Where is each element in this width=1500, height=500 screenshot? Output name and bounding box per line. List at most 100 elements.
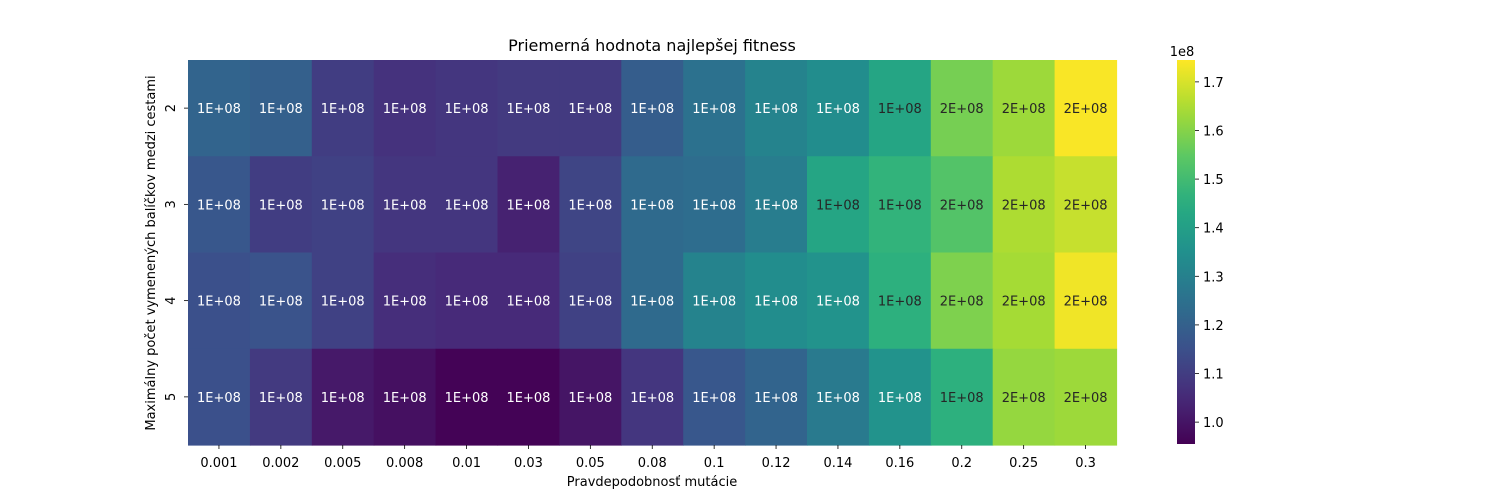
heatmap-cell xyxy=(868,60,932,157)
heatmap-cell xyxy=(621,348,684,446)
cell-value-label: 1E+08 xyxy=(445,295,489,310)
cell-value-label: 1E+08 xyxy=(630,198,674,213)
heatmap-cell xyxy=(373,348,437,446)
x-tick-label: 0.01 xyxy=(452,456,481,471)
heatmap-cell xyxy=(373,60,437,157)
cell-value-label: 1E+08 xyxy=(259,102,303,117)
cell-value-label: 1E+08 xyxy=(568,391,612,406)
heatmap-cell xyxy=(930,252,994,350)
cell-value-label: 1E+08 xyxy=(383,102,427,117)
heatmap-cell xyxy=(1054,60,1118,157)
heatmap-cell xyxy=(745,60,808,157)
cell-value-label: 1E+08 xyxy=(506,295,550,310)
heatmap-cell xyxy=(683,156,746,254)
heatmap-cell xyxy=(559,252,622,350)
heatmap-cell xyxy=(683,348,746,446)
cell-value-label: 1E+08 xyxy=(383,198,427,213)
heatmap-cell xyxy=(621,252,684,350)
heatmap-cell xyxy=(992,252,1056,350)
cell-value-label: 1E+08 xyxy=(692,102,736,117)
cell-value-label: 2E+08 xyxy=(1002,391,1046,406)
cell-value-label: 1E+08 xyxy=(197,198,241,213)
x-tick-label: 0.25 xyxy=(1009,456,1038,471)
cell-value-label: 2E+08 xyxy=(1064,391,1108,406)
colorbar-tick-label: 1.0 xyxy=(1203,416,1224,431)
x-tick-label: 0.002 xyxy=(262,456,299,471)
heatmap-cell xyxy=(435,156,499,254)
heatmap-cell xyxy=(497,156,560,254)
heatmap-cell xyxy=(930,60,994,157)
y-tick-label: 3 xyxy=(164,200,179,208)
cell-value-label: 1E+08 xyxy=(816,102,860,117)
cell-value-label: 2E+08 xyxy=(1064,295,1108,310)
heatmap-cell xyxy=(745,252,808,350)
heatmap-cell xyxy=(807,252,870,350)
cell-value-label: 1E+08 xyxy=(445,102,489,117)
x-tick-label: 0.03 xyxy=(514,456,543,471)
cell-value-label: 2E+08 xyxy=(1002,102,1046,117)
cell-value-label: 1E+08 xyxy=(754,391,798,406)
colorbar-ticks: 1.0 1.1 1.2 1.3 1.4 1.5 1.6 1.7 xyxy=(1195,76,1224,431)
heatmap-cell xyxy=(188,156,251,254)
heatmap-cell xyxy=(435,60,499,157)
colorbar-tick-label: 1.4 xyxy=(1203,222,1224,237)
cell-value-label: 1E+08 xyxy=(630,102,674,117)
cell-value-label: 1E+08 xyxy=(321,102,365,117)
heatmap-cell xyxy=(992,348,1056,446)
heatmap-cell xyxy=(868,348,932,446)
cell-value-label: 1E+08 xyxy=(321,391,365,406)
y-axis: 2 3 4 5 xyxy=(164,104,188,401)
cell-value-label: 2E+08 xyxy=(1002,295,1046,310)
heatmap-cell xyxy=(745,348,808,446)
cell-value-label: 1E+08 xyxy=(445,198,489,213)
heatmap-cell xyxy=(621,60,684,157)
cell-value-label: 1E+08 xyxy=(878,102,922,117)
colorbar-tick-label: 1.5 xyxy=(1203,173,1224,188)
heatmap-cell xyxy=(807,156,870,254)
heatmap-cell xyxy=(311,348,375,446)
y-tick-label: 2 xyxy=(164,104,179,112)
x-tick-label: 0.08 xyxy=(638,456,667,471)
heatmap-cell xyxy=(497,252,560,350)
cell-value-label: 1E+08 xyxy=(754,102,798,117)
heatmap-cell xyxy=(930,156,994,254)
heatmap-cell xyxy=(497,348,560,446)
cell-value-label: 2E+08 xyxy=(1064,102,1108,117)
x-tick-label: 0.14 xyxy=(823,456,852,471)
cell-value-label: 1E+08 xyxy=(506,391,550,406)
cell-value-label: 1E+08 xyxy=(445,391,489,406)
y-tick-label: 5 xyxy=(164,393,179,401)
cell-value-label: 1E+08 xyxy=(506,198,550,213)
cell-value-label: 1E+08 xyxy=(816,391,860,406)
heatmap-cell xyxy=(249,348,313,446)
cell-value-label: 1E+08 xyxy=(692,295,736,310)
cell-value-label: 2E+08 xyxy=(940,295,984,310)
heatmap-cell xyxy=(559,156,622,254)
cell-value-label: 1E+08 xyxy=(878,295,922,310)
cell-value-label: 1E+08 xyxy=(816,295,860,310)
heatmap-cell xyxy=(249,156,313,254)
cell-value-label: 1E+08 xyxy=(197,391,241,406)
cell-value-label: 1E+08 xyxy=(878,391,922,406)
heatmap-cell xyxy=(992,156,1056,254)
cell-value-label: 1E+08 xyxy=(506,102,550,117)
heatmap-cell xyxy=(683,60,746,157)
cell-value-label: 1E+08 xyxy=(692,391,736,406)
cell-value-label: 2E+08 xyxy=(1064,198,1108,213)
cell-value-label: 2E+08 xyxy=(940,102,984,117)
cell-value-label: 1E+08 xyxy=(816,198,860,213)
heatmap-cell xyxy=(559,348,622,446)
heatmap-cell xyxy=(311,60,375,157)
x-tick-label: 0.008 xyxy=(386,456,423,471)
x-tick-label: 0.001 xyxy=(200,456,237,471)
heatmap-cell xyxy=(435,252,499,350)
colorbar-multiplier: 1e8 xyxy=(1170,45,1195,60)
heatmap-cell xyxy=(1054,348,1118,446)
heatmap-cell xyxy=(188,252,251,350)
colorbar-tick-label: 1.1 xyxy=(1203,368,1224,383)
heatmap-cell xyxy=(930,348,994,446)
heatmap-cell xyxy=(868,252,932,350)
cell-value-label: 1E+08 xyxy=(259,295,303,310)
chart-title: Priemerná hodnota najlepšej fitness xyxy=(508,36,796,55)
